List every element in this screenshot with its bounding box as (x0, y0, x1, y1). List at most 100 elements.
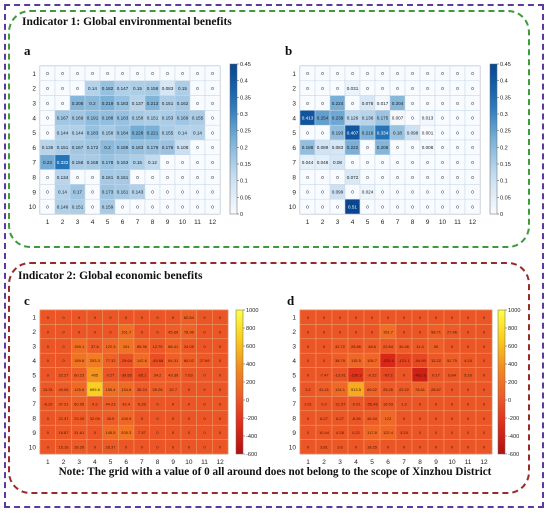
y-tick-b-8: 8 (292, 175, 296, 182)
cell-value-d-r5-c6: -97.2 (383, 373, 393, 378)
cell-value-d-r8-c7: 0 (403, 416, 406, 421)
colorbar-c (235, 309, 244, 455)
cell-value-b-r10-c3: 0 (336, 204, 339, 209)
cell-value-b-r2-c3: 0 (336, 86, 339, 91)
cell-value-d-r2-c6: 151.7 (383, 329, 394, 334)
cell-value-a-r1-c5: 0 (106, 71, 109, 76)
colorbar-tick-d--600: -600 (508, 452, 519, 458)
cell-value-a-r10-c4: 0 (91, 204, 94, 209)
cell-value-a-r8-c2: 0.134 (57, 175, 69, 180)
cell-value-a-r5-c9: 0.155 (162, 130, 174, 135)
colorbar-tick-b-0.15: 0.15 (500, 162, 511, 168)
x-tick-b-9: 9 (426, 219, 430, 226)
cell-value-c-r3-c8: 12.75 (152, 344, 163, 349)
cell-value-d-r7-c1: 1.01 (304, 401, 313, 406)
cell-value-c-r6-c12: 0 (219, 387, 222, 392)
cell-value-b-r8-c4: 0.072 (347, 175, 359, 180)
cell-value-c-r3-c4: 37.6 (91, 344, 100, 349)
heatmap-a: 0 0 0 0 0 0 0 0 0 0 0 00 0 0 0.14 0.182 0.147 0.15 0.158 0.… (29, 62, 251, 226)
cell-value-d-r9-c10: 0 (451, 430, 454, 435)
cell-value-c-r4-c10: 60.02 (184, 358, 195, 363)
cell-value-d-r3-c11: 0 (467, 344, 470, 349)
x-tick-b-4: 4 (351, 219, 355, 226)
heatmap-c: 0 0 0 0 0 0 0 0 0 62.84 0 0 0 0 0 0 0 151.7 0 0 45.39 78.96 0 0… (29, 308, 259, 466)
colorbar-tick-a-0.45: 0.45 (240, 62, 251, 68)
cell-value-d-r3-c9: 50 (434, 344, 439, 349)
cell-value-a-r1-c8: 0 (151, 71, 154, 76)
cell-value-d-r4-c8: -94.99 (414, 358, 426, 363)
cell-value-b-r8-c11: 0 (456, 175, 459, 180)
cell-value-d-r4-c4: 115.5 (351, 358, 361, 363)
cell-value-a-r9-c6: 0.161 (117, 190, 129, 195)
cell-value-d-r5-c11: 5.16 (464, 373, 473, 378)
cell-value-a-r1-c10: 0 (181, 71, 184, 76)
cell-value-a-r1-c7: 0 (136, 71, 139, 76)
cell-value-a-r9-c3: 0.17 (73, 190, 82, 195)
x-tick-c-3: 3 (77, 459, 81, 466)
cell-value-d-r5-c12: 0 (483, 373, 486, 378)
cell-value-a-r10-c3: 0.151 (72, 204, 84, 209)
x-tick-c-1: 1 (46, 459, 50, 466)
colorbar-tick-b-0.4: 0.4 (500, 79, 508, 85)
cell-value-c-r7-c8: 0 (156, 401, 159, 406)
cell-value-c-r6-c10: 0 (188, 387, 191, 392)
cell-value-c-r5-c6: -39.85 (120, 373, 132, 378)
cell-value-c-r10-c9: 0 (172, 445, 175, 450)
cell-value-d-r7-c4: -0.01 (351, 401, 361, 406)
cell-value-b-r4-c10: 0 (441, 116, 444, 121)
cell-value-d-r7-c6: 18.53 (383, 401, 394, 406)
cell-value-a-r10-c6: 0 (121, 204, 124, 209)
x-tick-b-3: 3 (336, 219, 340, 226)
cell-value-d-r6-c3: 124.1 (335, 387, 346, 392)
x-tick-b-11: 11 (454, 219, 461, 226)
cell-value-c-r6-c6: 134.8 (121, 387, 132, 392)
cell-value-c-r3-c9: 86.41 (168, 344, 179, 349)
cell-value-c-r3-c1: 0 (47, 344, 50, 349)
cell-value-a-r4-c7: 0.158 (132, 116, 144, 121)
cell-value-c-r2-c11: 0 (203, 329, 206, 334)
env-heading: Indicator 1: Global environmental benefi… (22, 16, 232, 28)
cell-value-b-r1-c3: 0 (336, 71, 339, 76)
cell-value-d-r2-c2: 0 (323, 329, 326, 334)
cell-value-d-r7-c12: 0 (483, 401, 486, 406)
cell-value-d-r5-c2: -7.47 (319, 373, 329, 378)
cell-value-b-r8-c10: 0 (441, 175, 444, 180)
cell-value-a-r5-c12: 0 (211, 130, 214, 135)
cell-value-b-r10-c2: 0 (321, 204, 324, 209)
cell-value-b-r2-c4: 0.031 (347, 86, 359, 91)
cell-value-a-r4-c10: 0.169 (177, 116, 189, 121)
cell-value-b-r9-c12: 0 (471, 190, 474, 195)
x-tick-a-9: 9 (166, 219, 170, 226)
colorbar-tick-a-0.35: 0.35 (240, 95, 251, 101)
cell-value-c-r3-c6: 191 (123, 344, 130, 349)
cell-value-a-r7-c10: 0 (181, 160, 184, 165)
cell-value-c-r2-c12: 0 (219, 329, 222, 334)
cell-value-c-r5-c2: 22.27 (58, 373, 69, 378)
cell-value-c-r5-c12: 0 (219, 373, 222, 378)
cell-value-d-r6-c7: 22.22 (399, 387, 410, 392)
cell-value-c-r3-c2: 0 (62, 344, 65, 349)
cell-value-d-r8-c12: 0 (483, 416, 486, 421)
cell-value-c-r9-c9: 0 (172, 430, 175, 435)
cell-value-b-r2-c5: 0 (366, 86, 369, 91)
cell-value-a-r4-c11: 0.155 (192, 116, 204, 121)
cell-value-c-r1-c11: 0 (203, 315, 206, 320)
cell-value-a-r3-c12: 0 (211, 101, 214, 106)
cell-value-c-r7-c1: -8.19 (43, 401, 53, 406)
cell-value-b-r1-c12: 0 (471, 71, 474, 76)
x-tick-c-9: 9 (171, 459, 175, 466)
cell-value-c-r7-c5: 44.23 (105, 401, 116, 406)
cell-value-c-r2-c6: 151.7 (121, 329, 132, 334)
cell-value-d-r1-c8: 0 (419, 315, 422, 320)
cell-value-c-r5-c4: 405 (91, 373, 98, 378)
cell-value-d-r9-c6: 122.4 (383, 430, 394, 435)
cell-value-b-r1-c1: 0 (306, 71, 309, 76)
colorbar-tick-d-400: 400 (508, 362, 517, 368)
cell-value-d-r6-c9: 28.67 (431, 387, 442, 392)
cell-value-a-r4-c3: 0.169 (72, 116, 84, 121)
cell-value-a-r10-c2: 0.146 (57, 204, 69, 209)
cell-value-b-r5-c12: 0 (471, 130, 474, 135)
cell-value-c-r10-c4: 0 (94, 445, 97, 450)
cell-value-a-r9-c5: 0.173 (102, 190, 114, 195)
cell-value-a-r8-c11: 0 (196, 175, 199, 180)
